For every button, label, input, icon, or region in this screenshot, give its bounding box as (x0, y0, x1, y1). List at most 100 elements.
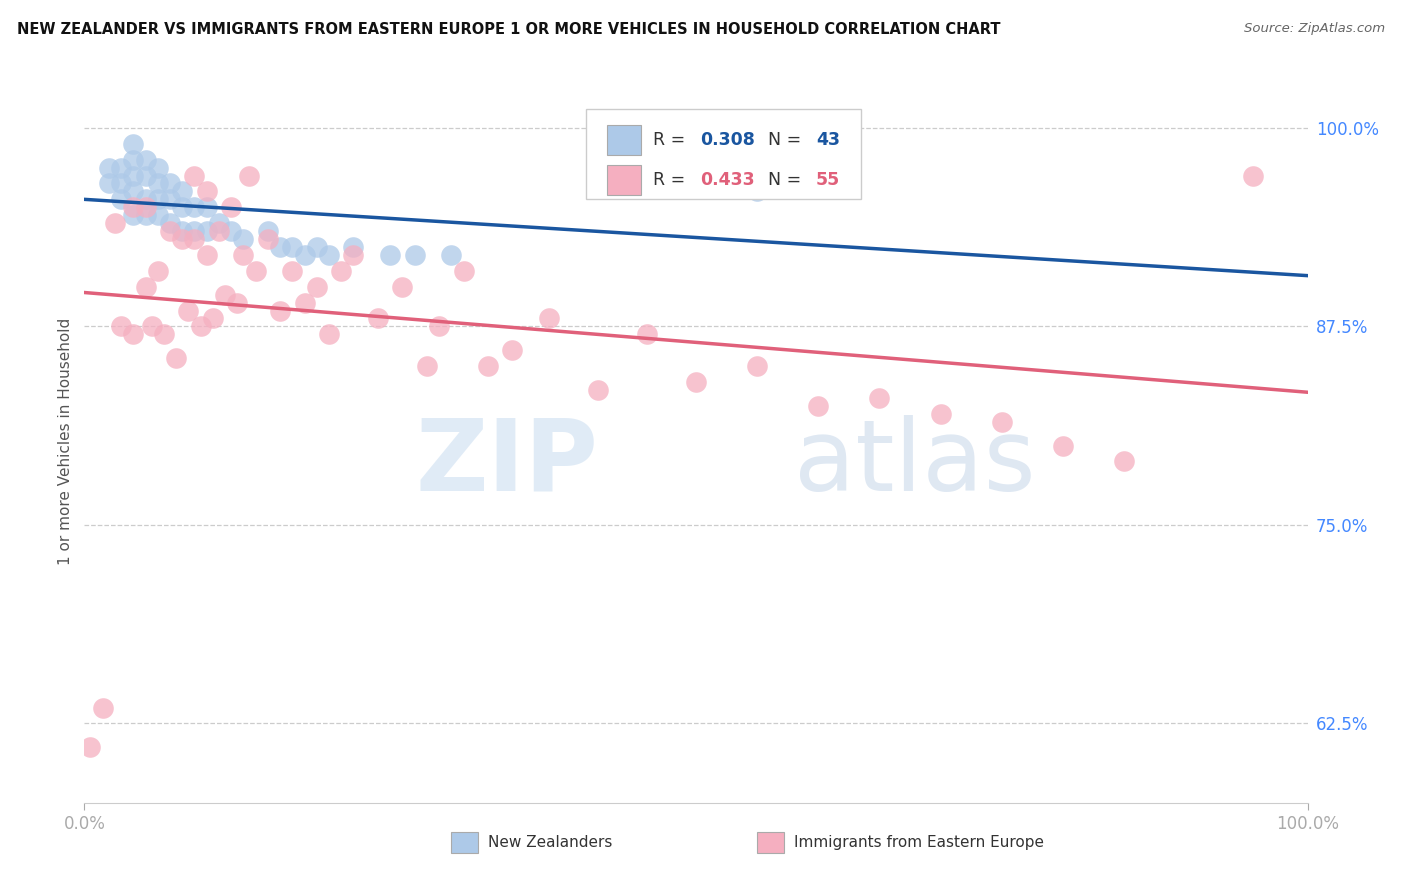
Point (146, 264, 169, 278)
Point (305, 279, 328, 293)
FancyBboxPatch shape (451, 831, 478, 854)
Point (172, 200, 194, 214)
Text: 0.433: 0.433 (700, 171, 754, 189)
Point (146, 161, 169, 175)
Point (135, 279, 157, 293)
Point (219, 200, 242, 214)
Point (1114, 454, 1136, 468)
Point (146, 177, 169, 191)
FancyBboxPatch shape (758, 831, 785, 854)
Point (104, 216, 127, 230)
Point (91, 700, 114, 714)
Point (330, 264, 353, 278)
Point (165, 351, 187, 366)
Point (195, 248, 218, 262)
Point (122, 136, 145, 151)
Point (538, 311, 561, 326)
Point (367, 311, 389, 326)
Point (305, 240, 328, 254)
Point (110, 161, 132, 175)
Point (342, 248, 364, 262)
Text: R =: R = (654, 171, 690, 189)
Point (146, 193, 169, 207)
Text: atlas: atlas (794, 415, 1035, 512)
Point (586, 383, 609, 397)
Point (135, 193, 157, 207)
Point (110, 319, 132, 334)
Point (97, 177, 120, 191)
Point (318, 327, 340, 342)
Point (122, 200, 145, 214)
Text: 0.308: 0.308 (700, 131, 755, 149)
Point (453, 264, 475, 278)
Point (245, 264, 267, 278)
Point (208, 216, 231, 230)
Point (122, 153, 145, 167)
Point (183, 169, 205, 183)
Point (208, 224, 231, 238)
Point (238, 169, 260, 183)
Point (929, 407, 952, 421)
Text: R =: R = (654, 131, 690, 149)
Point (318, 248, 340, 262)
Point (153, 327, 176, 342)
Point (135, 208, 157, 222)
Point (440, 248, 463, 262)
Point (159, 216, 181, 230)
Point (685, 375, 707, 389)
Point (141, 319, 163, 334)
Point (159, 177, 181, 191)
FancyBboxPatch shape (606, 125, 641, 155)
Point (294, 248, 316, 262)
Point (177, 303, 200, 318)
Text: NEW ZEALANDER VS IMMIGRANTS FROM EASTERN EUROPE 1 OR MORE VEHICLES IN HOUSEHOLD : NEW ZEALANDER VS IMMIGRANTS FROM EASTERN… (17, 22, 1001, 37)
Point (146, 208, 169, 222)
Point (159, 193, 181, 207)
Point (477, 359, 499, 373)
Text: N =: N = (758, 171, 807, 189)
Point (195, 200, 218, 214)
Point (269, 240, 291, 254)
Point (232, 248, 254, 262)
Point (281, 264, 304, 278)
Point (195, 185, 218, 199)
Point (172, 232, 194, 246)
Text: Source: ZipAtlas.com: Source: ZipAtlas.com (1244, 22, 1385, 36)
Point (214, 287, 236, 301)
Text: N =: N = (758, 131, 807, 149)
Point (747, 185, 769, 199)
Point (269, 303, 291, 318)
Point (1241, 169, 1264, 183)
Point (122, 169, 145, 183)
Point (219, 224, 242, 238)
Point (281, 240, 304, 254)
Point (502, 343, 524, 358)
Point (110, 177, 132, 191)
Point (201, 311, 224, 326)
Point (257, 224, 280, 238)
Point (122, 185, 145, 199)
FancyBboxPatch shape (586, 109, 860, 200)
Text: ZIP: ZIP (415, 415, 598, 512)
Point (97, 161, 120, 175)
Point (416, 359, 439, 373)
Point (122, 327, 145, 342)
Point (427, 319, 450, 334)
Point (183, 200, 205, 214)
Text: Immigrants from Eastern Europe: Immigrants from Eastern Europe (794, 835, 1043, 850)
Point (135, 169, 157, 183)
Point (869, 391, 891, 405)
Point (159, 224, 181, 238)
Text: New Zealanders: New Zealanders (488, 835, 613, 850)
Point (991, 415, 1014, 429)
Text: 43: 43 (815, 131, 839, 149)
FancyBboxPatch shape (606, 165, 641, 195)
Point (190, 319, 212, 334)
Point (342, 240, 364, 254)
Point (110, 193, 132, 207)
Point (79, 740, 101, 755)
Point (380, 248, 402, 262)
Point (183, 232, 205, 246)
Text: 55: 55 (815, 171, 841, 189)
Point (636, 327, 658, 342)
